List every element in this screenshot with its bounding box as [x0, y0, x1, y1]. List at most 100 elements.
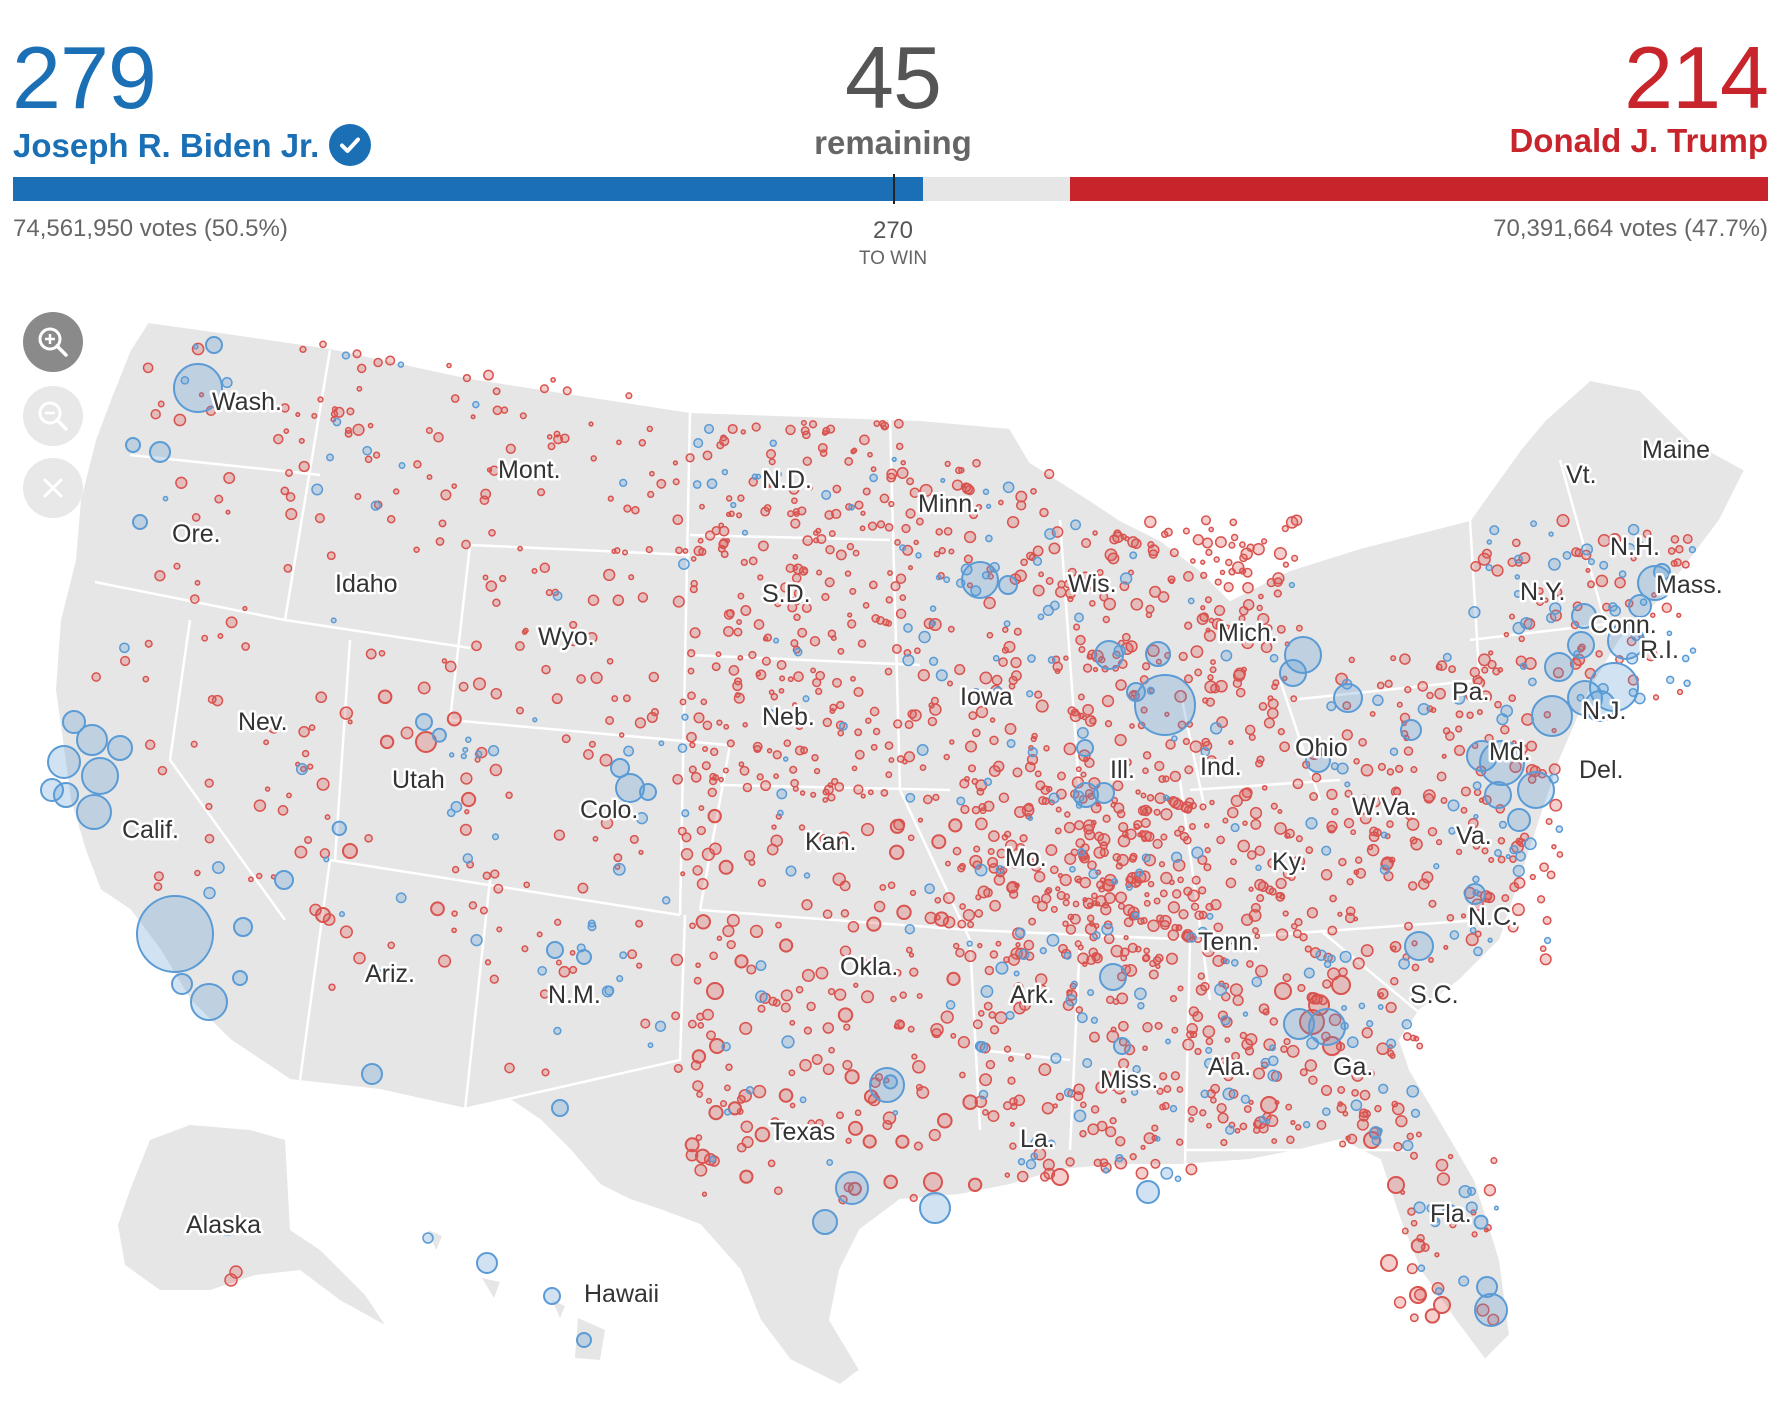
county-circle-republican — [634, 717, 647, 729]
county-circle-republican — [1260, 641, 1273, 654]
county-circle-republican — [1116, 809, 1126, 819]
county-circle-republican — [1230, 533, 1239, 542]
county-circle-republican — [314, 513, 325, 524]
county-circle-republican — [1233, 667, 1246, 680]
county-circle-republican — [1205, 902, 1214, 912]
county-circle-republican — [1093, 1158, 1103, 1168]
county-circle-republican — [144, 639, 153, 648]
county-circle-republican — [1175, 924, 1183, 932]
county-circle-republican — [1015, 942, 1021, 948]
county-circle-republican — [656, 478, 667, 489]
metro-circle-democratic — [576, 1332, 592, 1348]
county-circle-republican — [242, 605, 248, 612]
county-circle-democratic — [326, 453, 334, 462]
county-circle-republican — [1062, 899, 1070, 907]
county-circle-democratic — [398, 462, 406, 469]
county-circle-democratic — [1044, 528, 1056, 540]
county-circle-republican — [888, 500, 895, 508]
county-circle-republican — [960, 483, 966, 489]
county-circle-republican — [718, 776, 724, 783]
county-circle-republican — [787, 676, 794, 683]
county-circle-republican — [1129, 723, 1135, 729]
county-circle-republican — [462, 373, 472, 383]
county-circle-democratic — [978, 1089, 989, 1100]
state-label-va: Va. — [1456, 822, 1492, 850]
county-circle-democratic — [1530, 520, 1538, 528]
county-circle-democratic — [995, 865, 1005, 875]
metro-circle-democratic — [1567, 680, 1603, 716]
zoom-out-icon — [38, 401, 68, 431]
county-circle-republican — [916, 1085, 930, 1099]
county-circle-republican — [755, 671, 762, 677]
county-circle-republican — [1282, 675, 1288, 682]
county-circle-republican — [553, 829, 566, 841]
county-circle-republican — [356, 385, 363, 392]
county-circle-democratic — [721, 468, 729, 476]
metro-circle-democratic — [1476, 1276, 1498, 1298]
county-circle-republican — [938, 547, 946, 555]
county-circle-republican — [1078, 645, 1086, 654]
county-circle-republican — [809, 635, 821, 647]
reset-button[interactable] — [23, 458, 83, 518]
county-circle-democratic — [1473, 946, 1483, 957]
metro-circle-democratic — [76, 794, 112, 830]
county-circle-republican — [625, 392, 633, 400]
county-circle-republican — [859, 525, 866, 532]
county-circle-republican — [773, 1186, 783, 1196]
county-circle-republican — [1194, 668, 1203, 677]
county-circle-republican — [1084, 788, 1094, 798]
county-circle-republican — [546, 433, 553, 440]
county-circle-republican — [298, 725, 310, 738]
county-circle-republican — [1210, 659, 1216, 666]
county-circle-republican — [773, 773, 780, 780]
county-circle-republican — [1086, 954, 1097, 966]
county-circle-republican — [865, 717, 872, 724]
county-circle-republican — [1390, 786, 1402, 797]
county-circle-republican — [761, 478, 772, 488]
county-circle-republican — [1551, 843, 1557, 850]
county-circle-republican — [1174, 690, 1187, 703]
close-icon — [43, 478, 63, 498]
county-circle-republican — [1411, 963, 1420, 972]
county-circle-republican — [909, 967, 919, 977]
county-circle-republican — [157, 765, 168, 776]
county-circle-republican — [1337, 911, 1343, 917]
county-circle-republican — [1160, 808, 1173, 821]
zoom-in-button[interactable] — [23, 312, 83, 372]
county-circle-republican — [150, 408, 161, 420]
county-circle-republican — [1287, 873, 1296, 882]
metro-circle-democratic — [1479, 740, 1525, 786]
county-circle-republican — [748, 859, 756, 866]
county-circle-democratic — [802, 695, 810, 703]
county-circle-republican — [294, 845, 308, 859]
county-circle-republican — [1267, 695, 1274, 702]
county-circle-republican — [967, 921, 975, 929]
county-circle-republican — [352, 349, 362, 359]
county-circle-republican — [1212, 938, 1221, 947]
county-circle-republican — [1170, 1071, 1181, 1081]
county-circle-republican — [1258, 702, 1268, 711]
county-circle-republican — [646, 425, 654, 433]
county-circle-republican — [792, 565, 799, 571]
county-circle-republican — [492, 598, 501, 608]
county-circle-republican — [1234, 1127, 1241, 1134]
county-circle-republican — [430, 901, 445, 917]
county-circle-republican — [737, 494, 745, 502]
county-circle-republican — [692, 1080, 704, 1092]
zoom-out-button[interactable] — [23, 386, 83, 446]
county-circle-republican — [828, 1046, 835, 1054]
county-circle-republican — [889, 844, 905, 860]
metro-circle-democratic — [1073, 782, 1099, 808]
county-circle-republican — [607, 495, 614, 502]
county-circle-republican — [1013, 1001, 1026, 1015]
county-circle-republican — [1473, 788, 1482, 797]
county-circle-democratic — [1269, 1044, 1276, 1052]
county-circle-republican — [1010, 656, 1022, 669]
county-circle-republican — [1443, 944, 1449, 950]
county-circle-republican — [1160, 833, 1168, 841]
county-circle-republican — [688, 765, 697, 774]
metro-circle-democratic — [40, 778, 64, 802]
county-circle-republican — [1385, 1001, 1397, 1014]
county-circle-republican — [699, 503, 705, 510]
